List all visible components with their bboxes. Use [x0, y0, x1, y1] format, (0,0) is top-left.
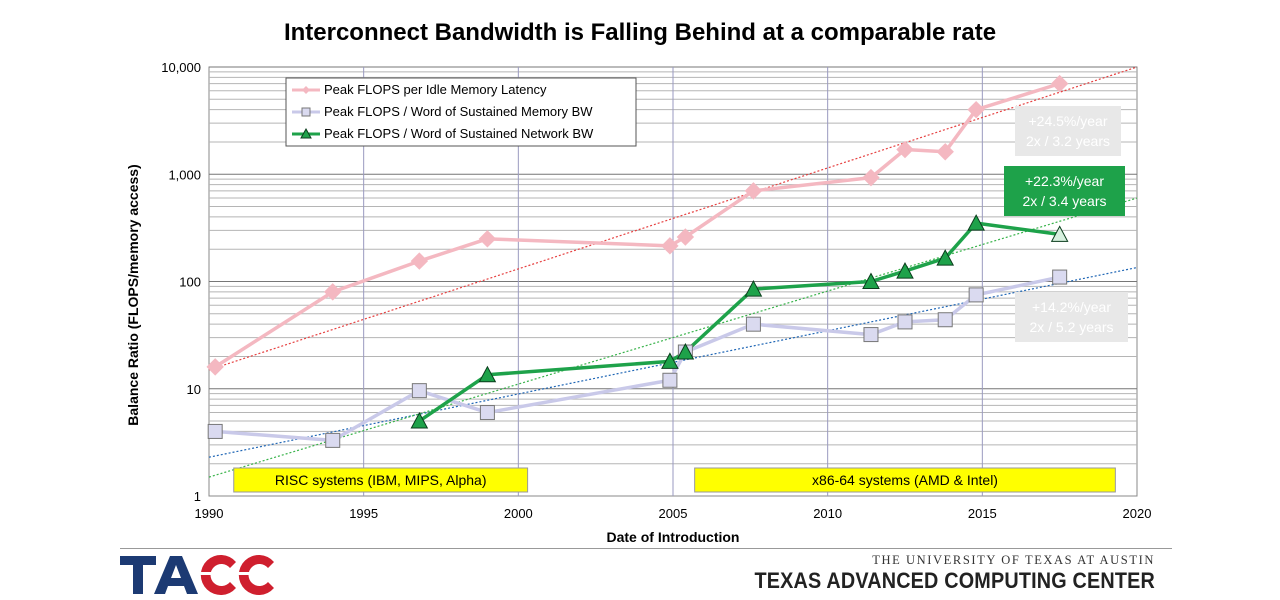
y-tick-label: 10 [187, 382, 201, 397]
annotation-box [1015, 292, 1128, 342]
data-point [478, 230, 497, 248]
data-point [676, 342, 695, 360]
data-point [967, 100, 985, 119]
footer-divider [120, 548, 1172, 549]
annotation-text: +14.2%/year [1032, 299, 1111, 315]
x-tick-label: 2005 [659, 506, 688, 521]
x-tick-label: 2015 [968, 506, 997, 521]
data-point [862, 272, 880, 289]
annotation-text: 2x / 3.4 years [1022, 193, 1106, 209]
annotation-text: 2x / 5.2 years [1029, 319, 1113, 335]
annotation-box [1004, 166, 1125, 216]
data-point [745, 316, 761, 332]
legend-box [285, 77, 637, 147]
data-point [896, 140, 914, 159]
x-tick-label: 2010 [813, 506, 842, 521]
series-lines [206, 74, 1069, 448]
data-point [676, 228, 695, 246]
legend-label: Peak FLOPS / Word of Sustained Network B… [324, 126, 594, 141]
data-point [325, 432, 341, 448]
platform-band [233, 467, 529, 493]
platform-bands: RISC systems (IBM, MIPS, Alpha) x86-64 sy… [233, 467, 1116, 493]
university-name: THE UNIVERSITY OF TEXAS AT AUSTIN [872, 553, 1155, 567]
data-point [207, 423, 223, 439]
annotation-text: +24.5%/year [1029, 113, 1108, 129]
y-tick-label: 1 [194, 489, 201, 504]
y-axis-label: Balance Ratio (FLOPS/memory access) [125, 164, 141, 425]
platform-band-label: RISC systems (IBM, MIPS, Alpha) [275, 472, 487, 488]
annotation-text: 2x / 3.2 years [1026, 133, 1110, 149]
data-point [863, 327, 879, 343]
tacc-logo [120, 555, 278, 595]
data-point [897, 314, 913, 330]
data-point [937, 312, 953, 328]
legend-label: Peak FLOPS per Idle Memory Latency [324, 82, 547, 97]
legend-marker [301, 107, 311, 117]
platform-band [694, 467, 1116, 493]
y-axis-ticks: 1 10 100 1,000 10,000 [161, 60, 201, 504]
data-point [411, 383, 427, 399]
center-name: TEXAS ADVANCED COMPUTING CENTER [754, 568, 1155, 593]
data-point [324, 283, 342, 301]
data-point [1050, 74, 1069, 93]
annotation-box [1015, 106, 1121, 156]
data-point [661, 352, 679, 369]
data-point [967, 214, 985, 231]
data-point [936, 143, 954, 161]
data-point [479, 405, 495, 421]
data-point [478, 365, 497, 383]
trendline [208, 197, 1138, 478]
legend: Peak FLOPS per Idle Memory Latency Peak F… [285, 77, 637, 147]
data-point [410, 411, 429, 429]
data-point [1050, 225, 1069, 242]
data-point [862, 168, 880, 187]
legend-marker [300, 127, 312, 139]
data-point [968, 287, 984, 303]
data-point [662, 372, 678, 388]
x-tick-label: 1990 [195, 506, 224, 521]
series-line [214, 81, 1061, 369]
data-point [744, 280, 763, 297]
y-tick-label: 100 [179, 275, 201, 290]
data-point [661, 237, 679, 255]
chart-title: Interconnect Bandwidth is Falling Behind… [284, 19, 996, 46]
x-axis-ticks: 1990 1995 2000 2005 2010 2015 2020 [195, 506, 1152, 521]
rate-annotations: +24.5%/year 2x / 3.2 years +22.3%/year 2x /… [1004, 106, 1128, 342]
data-point [936, 249, 955, 266]
x-tick-label: 2000 [504, 506, 533, 521]
data-point [206, 358, 224, 376]
data-point [896, 262, 914, 279]
annotation-text: +22.3%/year [1025, 173, 1104, 189]
data-point [1052, 269, 1068, 285]
trendline [208, 66, 1138, 371]
data-point [744, 182, 763, 200]
legend-marker [302, 86, 310, 94]
y-tick-label: 1,000 [168, 167, 201, 182]
platform-band-label: x86-64 systems (AMD & Intel) [812, 472, 998, 488]
x-axis-label: Date of Introduction [607, 529, 740, 545]
legend-label: Peak FLOPS / Word of Sustained Memory BW [324, 104, 593, 119]
y-tick-label: 10,000 [161, 60, 201, 75]
series-line [418, 221, 1060, 423]
x-tick-label: 1995 [349, 506, 378, 521]
x-tick-label: 2020 [1123, 506, 1152, 521]
chart: Interconnect Bandwidth is Falling Behind… [125, 19, 1152, 545]
data-point [410, 252, 429, 270]
